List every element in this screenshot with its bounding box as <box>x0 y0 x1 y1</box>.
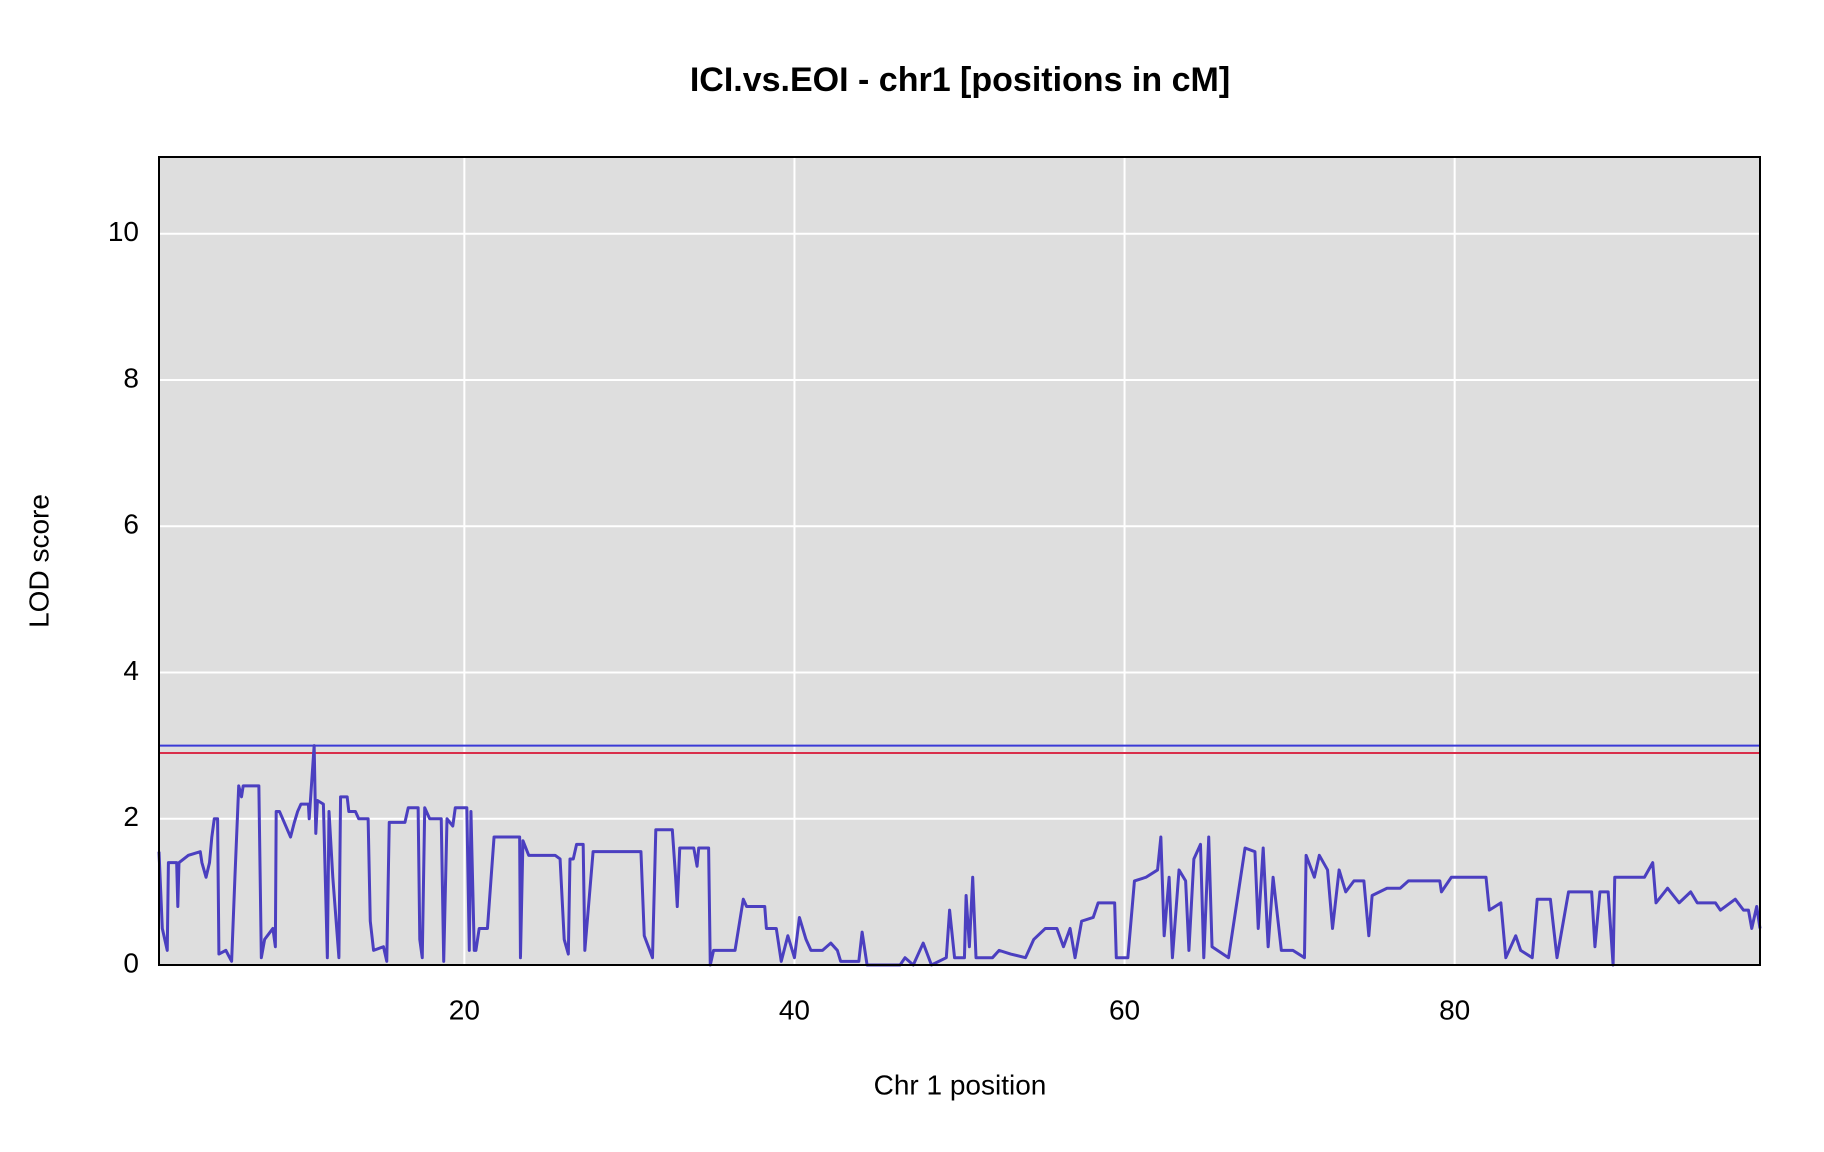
plot-border <box>158 156 1761 966</box>
y-tick-label: 6 <box>123 509 139 540</box>
x-tick-label: 20 <box>449 994 480 1025</box>
y-tick-label: 10 <box>108 216 139 247</box>
x-tick-label: 60 <box>1109 994 1140 1025</box>
plot-background <box>159 157 1760 965</box>
x-tick-label: 40 <box>779 994 810 1025</box>
x-axis-label: Chr 1 position <box>874 1069 1047 1100</box>
y-tick-label: 4 <box>123 655 139 686</box>
x-tick-label: 80 <box>1439 994 1470 1025</box>
y-axis-label: LOD score <box>23 494 54 628</box>
lod-line <box>157 744 1762 967</box>
y-tick-label: 2 <box>123 801 139 832</box>
chart-title: ICI.vs.EOI - chr1 [positions in cM] <box>690 61 1230 99</box>
y-tick-label: 8 <box>123 362 139 393</box>
y-tick-label: 0 <box>123 947 139 978</box>
